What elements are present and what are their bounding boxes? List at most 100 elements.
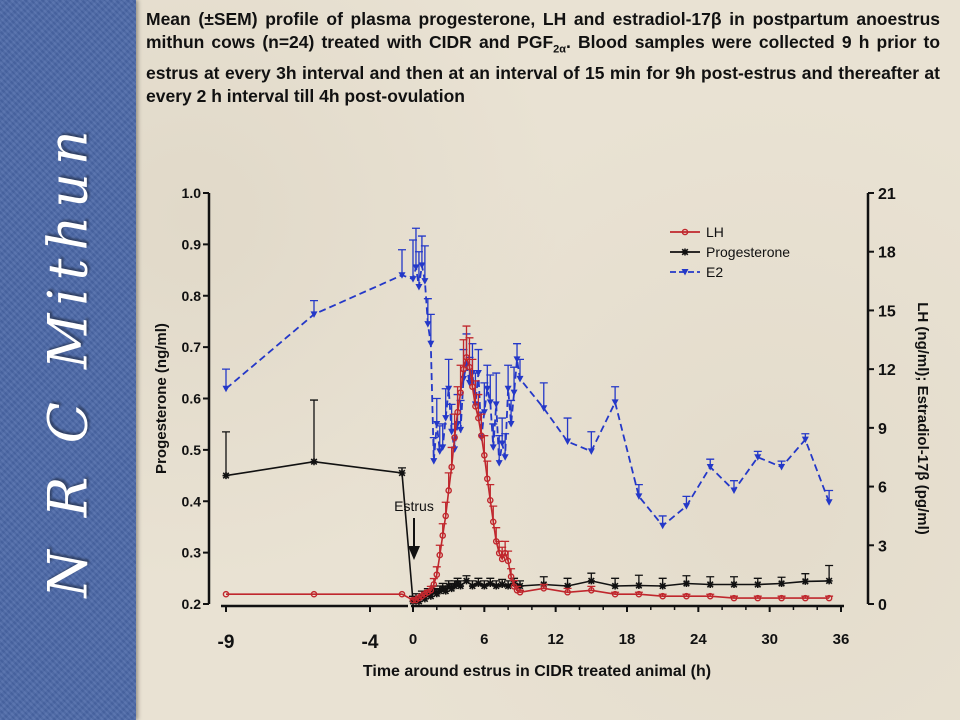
legend-label-lh: LH	[706, 224, 724, 240]
error-bar-e2	[444, 358, 453, 389]
right-axis-tick-label: 3	[878, 538, 887, 555]
left-axis-tick-label: 0.4	[182, 493, 202, 509]
data-point-progesterone	[611, 582, 619, 590]
data-point-lh	[439, 532, 447, 539]
data-point-lh	[409, 596, 417, 604]
data-point-progesterone	[730, 580, 738, 588]
data-point-lh	[451, 434, 458, 441]
error-bar-e2	[504, 364, 513, 389]
data-point-e2	[415, 283, 423, 291]
error-bar-e2	[417, 235, 426, 266]
x-axis-tick-label: 12	[547, 631, 564, 648]
data-point-e2	[587, 448, 595, 455]
data-point-e2	[436, 448, 444, 455]
data-point-progesterone	[801, 577, 809, 585]
error-bar-e2	[438, 423, 447, 448]
data-point-e2	[409, 276, 417, 283]
data-point-e2	[801, 436, 809, 444]
data-point-progesterone	[474, 579, 482, 587]
error-bar-lh	[465, 337, 474, 368]
data-point-e2	[424, 321, 432, 328]
data-point-lh	[825, 594, 833, 602]
data-point-e2	[457, 426, 465, 434]
data-point-lh	[540, 585, 548, 592]
data-point-progesterone	[778, 579, 786, 587]
error-bar-e2	[486, 374, 495, 403]
data-point-progesterone	[825, 577, 833, 585]
error-bar-e2	[222, 368, 230, 389]
title-subscript: 2α	[553, 43, 567, 56]
data-point-lh	[754, 594, 762, 602]
left-axis-tick-label: 0.2	[182, 596, 202, 612]
legend-marker-progesterone	[681, 248, 689, 256]
data-point-e2	[433, 420, 441, 428]
sidebar-panel: N R C Mithun	[0, 0, 136, 720]
error-bar-e2	[420, 245, 429, 282]
x-axis-tick-label: 24	[690, 631, 707, 648]
data-point-e2	[706, 464, 714, 471]
data-point-progesterone	[480, 582, 488, 590]
data-point-e2	[448, 428, 456, 436]
error-bar-e2	[447, 403, 456, 432]
data-point-lh	[486, 496, 494, 504]
x-axis-tick-label: 0	[409, 631, 417, 648]
data-point-progesterone	[682, 579, 690, 587]
legend-item-e2: E2	[670, 264, 723, 280]
right-axis-tick-label: 6	[878, 480, 887, 497]
data-point-e2	[516, 375, 524, 383]
error-bar-e2	[501, 433, 510, 458]
data-point-e2	[540, 405, 548, 412]
error-bar-progesterone	[222, 431, 230, 476]
error-bar-progesterone	[310, 399, 318, 462]
title-main: Mean (±SEM) profile of plasma progestero…	[146, 9, 940, 52]
data-point-lh	[564, 588, 571, 596]
data-point-lh	[504, 557, 512, 565]
left-axis-tick-label: 0.5	[182, 442, 202, 458]
data-point-lh	[484, 475, 491, 483]
data-point-lh	[635, 590, 643, 598]
data-point-lh	[730, 594, 738, 602]
data-point-e2	[489, 444, 497, 451]
data-point-progesterone	[498, 580, 506, 588]
data-point-progesterone	[421, 595, 429, 603]
left-axis-label: Progesterone (ng/ml)	[153, 323, 170, 474]
series-line-e2	[225, 265, 830, 527]
data-point-e2	[564, 438, 572, 446]
legend-marker-e2	[681, 269, 689, 276]
data-point-progesterone	[706, 580, 714, 588]
data-point-e2	[754, 454, 762, 461]
data-point-e2	[445, 385, 453, 393]
left-axis-tick-label: 0.3	[182, 545, 202, 561]
data-point-progesterone	[398, 469, 406, 477]
error-bar-lh	[438, 523, 447, 536]
estrus-arrow-head	[408, 546, 420, 560]
data-point-progesterone	[442, 587, 450, 595]
data-point-lh	[222, 590, 230, 598]
data-point-lh	[472, 403, 479, 410]
data-point-lh	[466, 363, 473, 371]
data-point-e2	[682, 503, 690, 510]
data-point-e2	[310, 311, 318, 318]
data-point-progesterone	[754, 580, 762, 588]
series-e2	[222, 227, 834, 530]
left-axis-tick-label: 0.6	[182, 391, 202, 407]
data-point-e2	[492, 401, 500, 408]
data-point-e2	[510, 389, 518, 397]
data-point-e2	[495, 460, 503, 467]
data-point-lh	[457, 389, 464, 396]
right-axis-label: LH (ng/ml); Estradiol-17β (pg/ml)	[914, 302, 931, 535]
data-point-lh	[492, 538, 500, 545]
page-title: Mean (±SEM) profile of plasma progestero…	[146, 8, 940, 108]
legend-label-e2: E2	[706, 264, 723, 280]
left-axis-tick-label: 0.8	[182, 288, 202, 304]
data-point-progesterone	[310, 458, 318, 466]
data-point-lh	[495, 549, 503, 557]
x-axis-tick-label: -4	[362, 632, 379, 653]
error-bar-e2	[510, 366, 519, 393]
error-bar-e2	[423, 298, 432, 325]
data-point-e2	[513, 356, 521, 363]
data-point-lh	[448, 463, 455, 471]
data-point-progesterone	[659, 582, 667, 590]
error-bar-e2	[432, 397, 441, 424]
